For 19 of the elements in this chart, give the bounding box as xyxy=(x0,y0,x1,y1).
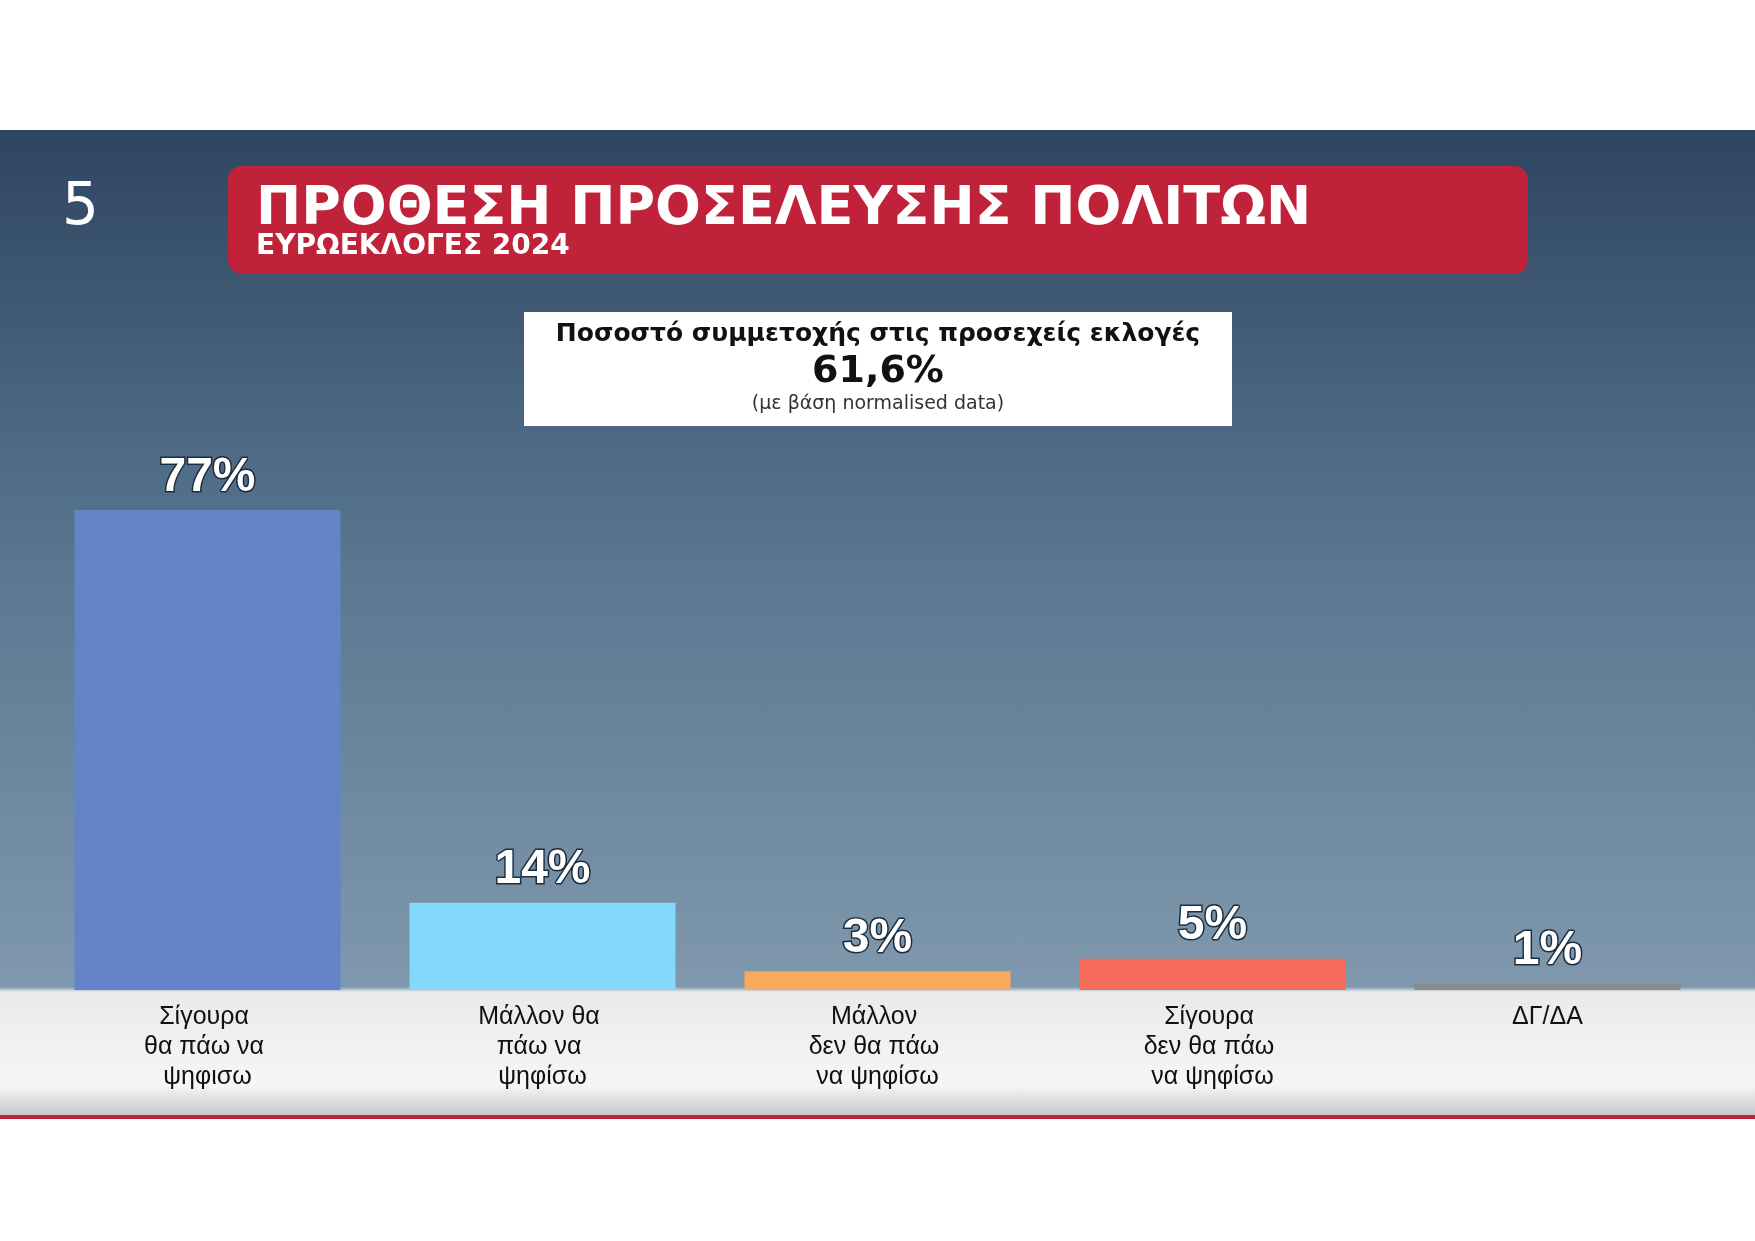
text: Ποσοστό συμμετοχής στις προσεχείς εκλογές xyxy=(554,318,1202,347)
data-label: 77% xyxy=(159,447,256,501)
x-tick-label: ΔΓ/ΔΑ xyxy=(1512,1001,1584,1029)
text: (με βάση normalised data) xyxy=(750,391,1006,413)
data-label: 14% xyxy=(494,840,591,894)
data-label: 3% xyxy=(842,908,913,962)
data-label: 1% xyxy=(1512,921,1583,975)
bar xyxy=(74,510,341,990)
data-label: 5% xyxy=(1177,896,1248,950)
x-tick-label: Μάλλον δεν θα πάω να ψηφίσω xyxy=(808,1001,947,1089)
bar xyxy=(1079,958,1346,990)
bar xyxy=(1414,983,1681,990)
text: 5 xyxy=(62,170,99,238)
x-tick-label: Σίγουρα θα πάω να ψηφισω xyxy=(143,1001,272,1089)
text: 61,6% xyxy=(811,347,945,391)
bar xyxy=(744,971,1011,990)
bar xyxy=(409,902,676,990)
x-tick-label: Σίγουρα δεν θα πάω να ψηφίσω xyxy=(1143,1001,1282,1089)
x-tick-label: Μάλλον θα πάω να ψηφίσω xyxy=(478,1001,607,1089)
